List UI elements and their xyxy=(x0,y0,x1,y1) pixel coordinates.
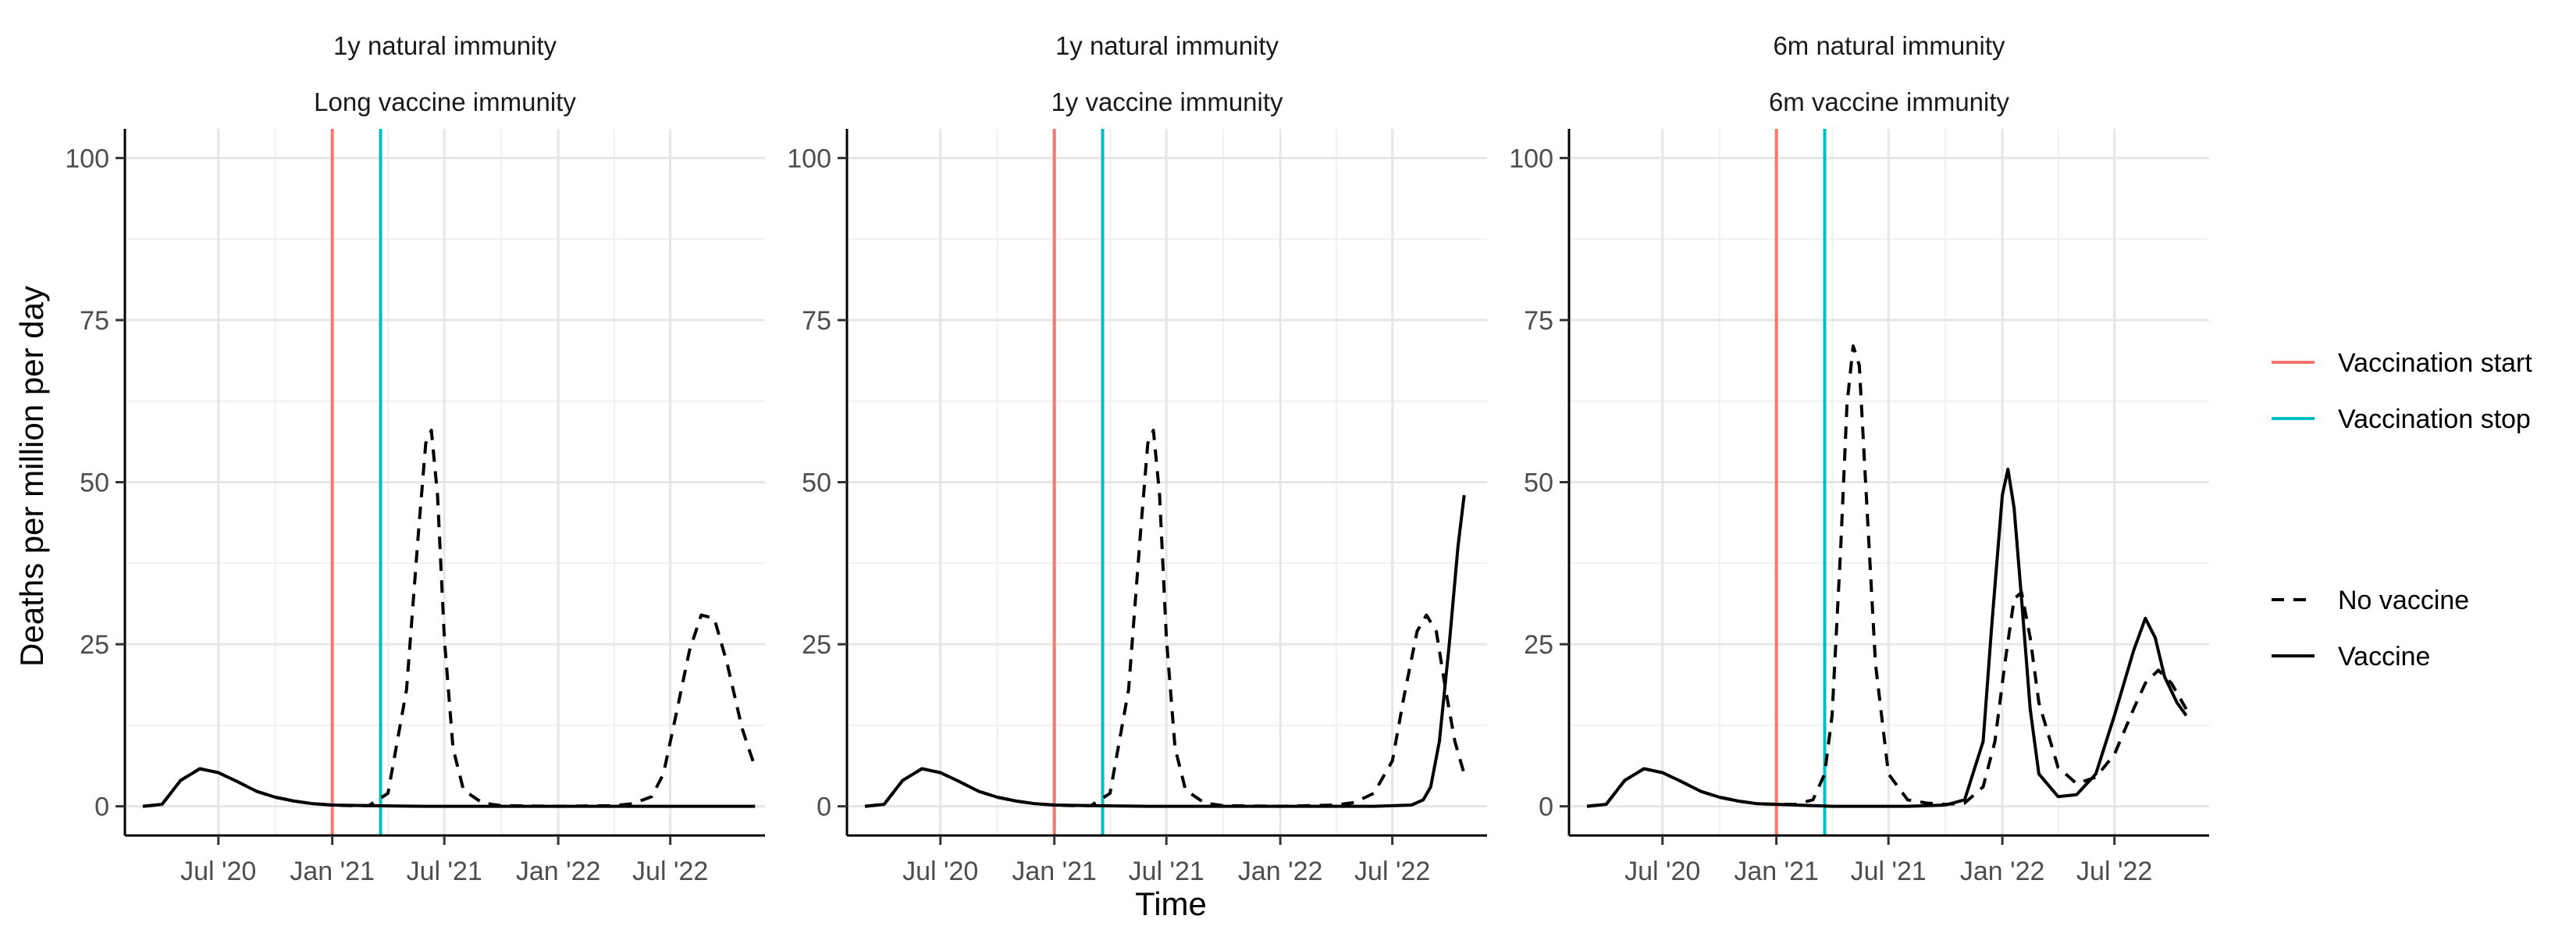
y-tick-label: 50 xyxy=(1524,468,1553,498)
panel-1: 0 25 50 75 100 Jul '20 Jan '21 Jul '21 Jan '22 Ju… xyxy=(65,31,765,886)
panel-strip-title-1: 1y natural immunity xyxy=(1055,31,1279,60)
panel-strip-title-2: 1y vaccine immunity xyxy=(1051,87,1283,116)
vaccine-line xyxy=(1586,467,2188,808)
panel-2: 0 25 50 75 100 Jul '20 Jan '21 Jul '21 Jan '22 Ju… xyxy=(787,31,1487,886)
panel-3: 0 25 50 75 100 Jul '20 Jan '21 Jul '21 Jan '22 Ju… xyxy=(1509,31,2209,886)
x-tick-label: Jul '22 xyxy=(2076,857,2152,886)
x-tick-label: Jul '20 xyxy=(180,857,256,886)
x-tick-label: Jul '22 xyxy=(632,857,708,886)
x-tick-label: Jul '21 xyxy=(1129,857,1204,886)
y-tick-label: 50 xyxy=(802,468,831,498)
panel-strip-title-2: Long vaccine immunity xyxy=(314,87,576,116)
x-tick-label: Jul '21 xyxy=(407,857,482,886)
x-tick-label: Jan '22 xyxy=(516,857,601,886)
x-tick-label: Jul '21 xyxy=(1851,857,1927,886)
y-tick-label: 50 xyxy=(80,468,109,498)
no-vaccine-line xyxy=(142,429,757,808)
panels-layer: 0 25 50 75 100 Jul '20 Jan '21 Jul '21 Jan '22 Ju… xyxy=(65,31,2209,886)
x-tick-label: Jan '22 xyxy=(1238,857,1323,886)
panel-strip-title-1: 1y natural immunity xyxy=(333,31,557,60)
y-tick-label: 25 xyxy=(80,630,109,660)
x-tick-label: Jan '22 xyxy=(1960,857,2045,886)
no-vaccine-line xyxy=(1586,344,2188,808)
legend: Vaccination start Vaccination stop No vacc… xyxy=(2272,348,2532,672)
no-vaccine-line xyxy=(864,429,1466,808)
panel-strip-title-2: 6m vaccine immunity xyxy=(1769,87,2010,116)
x-axis-title: Time xyxy=(1135,885,1207,922)
legend-label: Vaccination start xyxy=(2338,348,2532,378)
x-tick-label: Jul '20 xyxy=(902,857,978,886)
x-tick-label: Jan '21 xyxy=(1734,857,1819,886)
y-tick-label: 0 xyxy=(1539,793,1553,822)
legend-label: Vaccination stop xyxy=(2338,404,2531,434)
y-tick-label: 100 xyxy=(787,144,831,173)
x-tick-label: Jan '21 xyxy=(290,857,375,886)
y-tick-label: 100 xyxy=(1509,144,1553,173)
y-tick-label: 75 xyxy=(1524,306,1553,336)
y-tick-label: 25 xyxy=(802,630,831,660)
y-tick-label: 0 xyxy=(94,793,109,822)
panel-strip-title-1: 6m natural immunity xyxy=(1773,31,2005,60)
y-axis-title: Deaths per million per day xyxy=(13,286,50,667)
y-tick-label: 75 xyxy=(80,306,109,336)
vaccine-line xyxy=(864,494,1466,808)
legend-label: No vaccine xyxy=(2338,586,2469,615)
x-tick-label: Jan '21 xyxy=(1012,857,1097,886)
x-tick-label: Jul '20 xyxy=(1624,857,1700,886)
y-tick-label: 0 xyxy=(817,793,831,822)
y-tick-label: 75 xyxy=(802,306,831,336)
vaccine-line xyxy=(142,767,756,808)
legend-label: Vaccine xyxy=(2338,642,2430,672)
y-tick-label: 100 xyxy=(65,144,109,173)
x-tick-label: Jul '22 xyxy=(1354,857,1430,886)
y-tick-label: 25 xyxy=(1524,630,1553,660)
